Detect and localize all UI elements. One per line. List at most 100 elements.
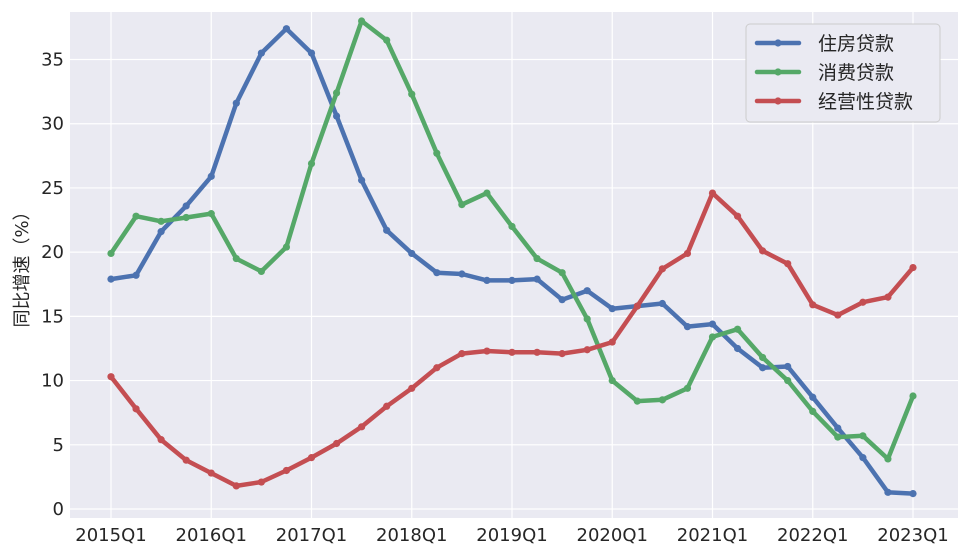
- data-point: [859, 298, 867, 306]
- y-tick-labels: 0 5 10 15 20 25 30 35: [41, 50, 64, 520]
- data-point: [533, 254, 541, 263]
- data-point: [383, 226, 391, 234]
- data-point: [232, 482, 240, 490]
- data-point: [433, 364, 441, 372]
- x-tick-label: 2015Q1: [75, 525, 146, 546]
- data-point: [132, 271, 140, 279]
- data-point: [834, 311, 842, 319]
- data-point: [708, 320, 717, 328]
- data-point: [282, 25, 291, 33]
- data-point: [307, 49, 316, 57]
- data-point: [383, 36, 391, 44]
- data-point: [583, 287, 591, 295]
- data-point: [358, 423, 366, 431]
- data-point: [784, 376, 792, 385]
- data-point: [759, 353, 767, 362]
- x-tick-label: 2019Q1: [476, 525, 547, 546]
- data-point: [533, 348, 541, 356]
- data-point: [658, 396, 666, 404]
- data-point: [408, 249, 416, 258]
- legend-marker: [774, 97, 782, 105]
- data-point: [608, 376, 616, 385]
- data-point: [784, 260, 792, 268]
- data-point: [658, 265, 666, 273]
- legend-label: 经营性贷款: [818, 91, 913, 113]
- data-point: [633, 397, 641, 405]
- data-point: [207, 469, 215, 477]
- data-point: [884, 293, 892, 301]
- data-point: [558, 269, 566, 277]
- data-point: [332, 439, 341, 448]
- data-point: [508, 276, 516, 285]
- grid-lines: [70, 12, 958, 518]
- data-point: [307, 454, 316, 462]
- data-point: [608, 338, 616, 346]
- legend-item: 住房贷款: [754, 33, 894, 55]
- data-point: [207, 210, 215, 218]
- data-point: [157, 436, 165, 444]
- y-tick-label: 25: [41, 178, 64, 199]
- data-point: [859, 432, 867, 440]
- data-point: [483, 347, 491, 355]
- data-point: [809, 301, 817, 309]
- y-tick-label: 35: [41, 50, 64, 71]
- data-point: [583, 315, 591, 323]
- data-point: [809, 393, 817, 401]
- data-point: [182, 456, 190, 464]
- data-point: [132, 212, 140, 220]
- series-2: [107, 17, 917, 463]
- data-point: [733, 325, 742, 333]
- legend-item: 消费贷款: [754, 62, 894, 84]
- data-point: [658, 299, 666, 308]
- data-point: [784, 362, 792, 371]
- data-point: [884, 488, 892, 496]
- data-point: [332, 112, 341, 120]
- data-point: [433, 269, 441, 277]
- data-point: [608, 305, 616, 313]
- data-point: [558, 350, 566, 358]
- legend-box: [745, 23, 941, 123]
- data-point: [358, 176, 366, 184]
- data-point: [182, 213, 190, 222]
- data-point: [909, 392, 917, 400]
- y-tick-label: 10: [41, 371, 64, 392]
- x-tick-label: 2016Q1: [176, 525, 247, 546]
- x-tick-label: 2022Q1: [777, 525, 848, 546]
- data-point: [683, 323, 692, 331]
- data-point: [257, 267, 265, 276]
- data-point: [157, 217, 165, 225]
- legend-label: 消费贷款: [818, 62, 894, 84]
- data-point: [483, 276, 491, 285]
- data-point: [533, 275, 541, 283]
- data-point: [633, 302, 641, 310]
- x-tick-label: 2017Q1: [276, 525, 347, 546]
- data-point: [358, 17, 366, 25]
- data-point: [282, 243, 291, 251]
- data-point: [683, 249, 692, 258]
- data-point: [834, 424, 842, 432]
- data-point: [859, 454, 867, 462]
- data-point: [408, 384, 416, 392]
- x-tick-label: 2018Q1: [376, 525, 447, 546]
- x-tick-label: 2023Q1: [877, 525, 948, 546]
- legend-marker: [774, 39, 782, 47]
- data-point: [157, 228, 165, 236]
- data-point: [232, 254, 240, 263]
- series-3: [107, 189, 917, 490]
- series-lines: [107, 17, 917, 498]
- data-point: [508, 222, 516, 231]
- data-point: [683, 384, 692, 392]
- data-point: [332, 89, 341, 97]
- y-tick-label: 20: [41, 242, 64, 263]
- y-tick-label: 15: [41, 306, 64, 327]
- data-point: [182, 202, 190, 210]
- data-point: [809, 407, 817, 416]
- legend-item: 经营性贷款: [754, 91, 913, 113]
- y-tick-label: 30: [41, 114, 64, 135]
- x-tick-label: 2021Q1: [677, 525, 748, 546]
- data-point: [759, 247, 767, 255]
- data-point: [433, 149, 441, 157]
- data-point: [282, 466, 291, 475]
